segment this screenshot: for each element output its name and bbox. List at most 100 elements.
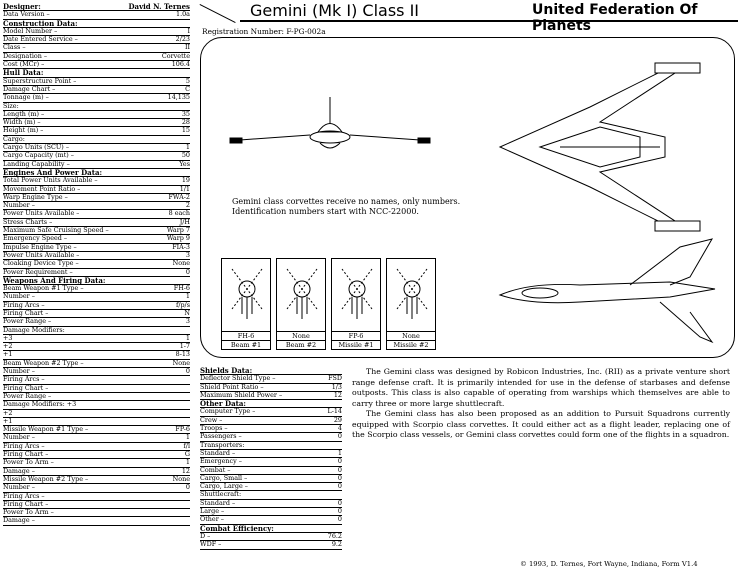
row-label: Engines And Power Data: <box>3 168 103 177</box>
data-row: Number – 1 <box>3 293 190 302</box>
firing-arc-diagram <box>231 268 263 319</box>
row-value: I <box>187 27 190 35</box>
row-label: Height (m) – <box>3 127 44 135</box>
row-label: +1 <box>3 351 13 359</box>
row-value: 0 <box>337 433 342 441</box>
section-heading: Designer: David N. Ternes <box>3 3 190 12</box>
row-value: II <box>184 44 190 52</box>
row-value: f/p/s <box>175 301 190 309</box>
row-value: Warp 7 <box>166 227 190 235</box>
firing-arc-label: Beam #2 <box>277 340 325 349</box>
row-value: 9.2 <box>331 541 342 549</box>
row-value: 12 <box>181 467 190 475</box>
data-row: Standard – 0 <box>200 499 342 509</box>
data-row: Cargo, Small – 0 <box>200 474 342 484</box>
section-heading: Hull Data: <box>3 69 190 78</box>
data-row: Damage – 12 <box>3 468 190 476</box>
data-row: +1 <box>3 418 190 427</box>
row-label: Landing Capability – <box>3 160 70 168</box>
row-label: Width (m) – <box>3 119 41 127</box>
row-label: Power Units Available – <box>3 210 80 218</box>
row-label: Cargo, Small – <box>200 474 248 482</box>
data-row: Deflector Shield Type – FSD <box>200 375 342 384</box>
row-value: 0 <box>337 483 342 491</box>
row-value: FIA-3 <box>172 243 190 251</box>
row-value: 1/1 <box>179 185 190 193</box>
ship-note-line-2: Identification numbers start with NCC-22… <box>232 207 419 216</box>
row-label: Damage Modifiers: +3 <box>3 401 77 409</box>
firing-arc-weapon: FH-6 <box>222 331 270 340</box>
row-label: Firing Arcs – <box>3 376 45 384</box>
data-row: Damage Modifiers: +3 <box>3 401 190 410</box>
data-row: Power Units Available – 3 <box>3 251 190 261</box>
data-row: Firing Chart – <box>3 501 190 510</box>
row-value: 1 <box>185 293 190 301</box>
section-heading: Weapons And Firing Data: <box>3 277 190 286</box>
row-label: Emergency – <box>200 458 242 466</box>
row-label: Tonnage (m) – <box>3 94 49 102</box>
row-label: Date Entered Service – <box>3 36 78 44</box>
data-row: Firing Chart – G <box>3 451 190 460</box>
data-row: Maximum Shield Power – 12 <box>200 392 342 401</box>
row-value: 28 <box>181 119 190 127</box>
row-value: Yes <box>179 160 190 168</box>
row-label: Standard – <box>200 499 236 507</box>
row-label: Deflector Shield Type – <box>200 375 276 383</box>
row-value: 1 <box>337 449 342 457</box>
data-row: Standard – 1 <box>200 449 342 459</box>
row-label: Impulse Engine Type – <box>3 243 77 251</box>
row-label: Shields Data: <box>200 367 253 375</box>
class-description: The Gemini class was designed by Robicon… <box>352 367 730 441</box>
data-row: Cloaking Device Type – None <box>3 260 190 269</box>
data-row: +2 <box>3 410 190 418</box>
row-label: Combat – <box>200 466 231 474</box>
data-row: Transporters: <box>200 442 342 450</box>
data-row: Date Entered Service – 2/23 <box>3 36 190 45</box>
row-value: 76.2 <box>327 532 342 540</box>
row-value: N <box>184 309 190 317</box>
row-value: 1 <box>185 334 190 342</box>
row-label: Emergency Speed – <box>3 235 68 243</box>
row-value: 14,135 <box>167 94 190 102</box>
data-row: Power To Arm – <box>3 509 190 518</box>
row-label: Cargo Units (SCU) – <box>3 144 70 152</box>
data-row: Firing Arcs – f/p/s <box>3 302 190 310</box>
row-value: 3 <box>185 251 190 259</box>
data-row: Number – 1 <box>3 434 190 443</box>
row-value: 1.0a <box>176 11 190 19</box>
row-value: 50 <box>181 152 190 160</box>
row-label: Firing Arcs – <box>3 442 45 450</box>
firing-arc-cell: None Missile #2 <box>386 258 436 350</box>
data-row: Impulse Engine Type – FIA-3 <box>3 244 190 252</box>
row-value: 2/23 <box>175 36 190 44</box>
firing-arc-cell: FH-6 Beam #1 <box>221 258 271 350</box>
firing-arc-cell: None Beam #2 <box>276 258 326 350</box>
row-label: +2 <box>3 343 13 351</box>
row-value: f/l <box>183 442 190 450</box>
row-label: Cost (MCr) – <box>3 61 45 69</box>
row-label: Damage – <box>3 467 35 475</box>
data-row: Troops – 4 <box>200 425 342 434</box>
section-heading: Other Data: <box>200 400 342 409</box>
row-label: Firing Arcs – <box>3 301 45 309</box>
data-row: Damage – <box>3 517 190 526</box>
data-row: Damage Chart – C <box>3 86 190 95</box>
row-value: 1 <box>185 459 190 467</box>
firing-arc-diagram <box>286 268 318 319</box>
row-value: 15 <box>181 127 190 135</box>
row-value: 8-13 <box>175 351 190 359</box>
row-value: FH-6 <box>173 285 190 293</box>
row-label: Number – <box>3 368 35 376</box>
row-value: 1/3 <box>331 383 342 391</box>
row-label: Shield Point Ratio – <box>200 383 264 391</box>
data-row: Firing Arcs – f/l <box>3 442 190 452</box>
row-value: None <box>172 260 190 268</box>
row-value: None <box>172 359 190 367</box>
registration-number: Registration Number: F-PG-002a <box>202 27 326 36</box>
data-row: +1 8-13 <box>3 351 190 360</box>
row-label: Construction Data: <box>3 19 78 27</box>
row-label: Power To Arm – <box>3 459 54 467</box>
firing-arcs: FH-6 Beam #1 None Beam #2 FP-6 Missile #1 None… <box>221 258 441 350</box>
data-row: Firing Arcs – <box>3 493 190 501</box>
row-value: None <box>172 475 190 483</box>
